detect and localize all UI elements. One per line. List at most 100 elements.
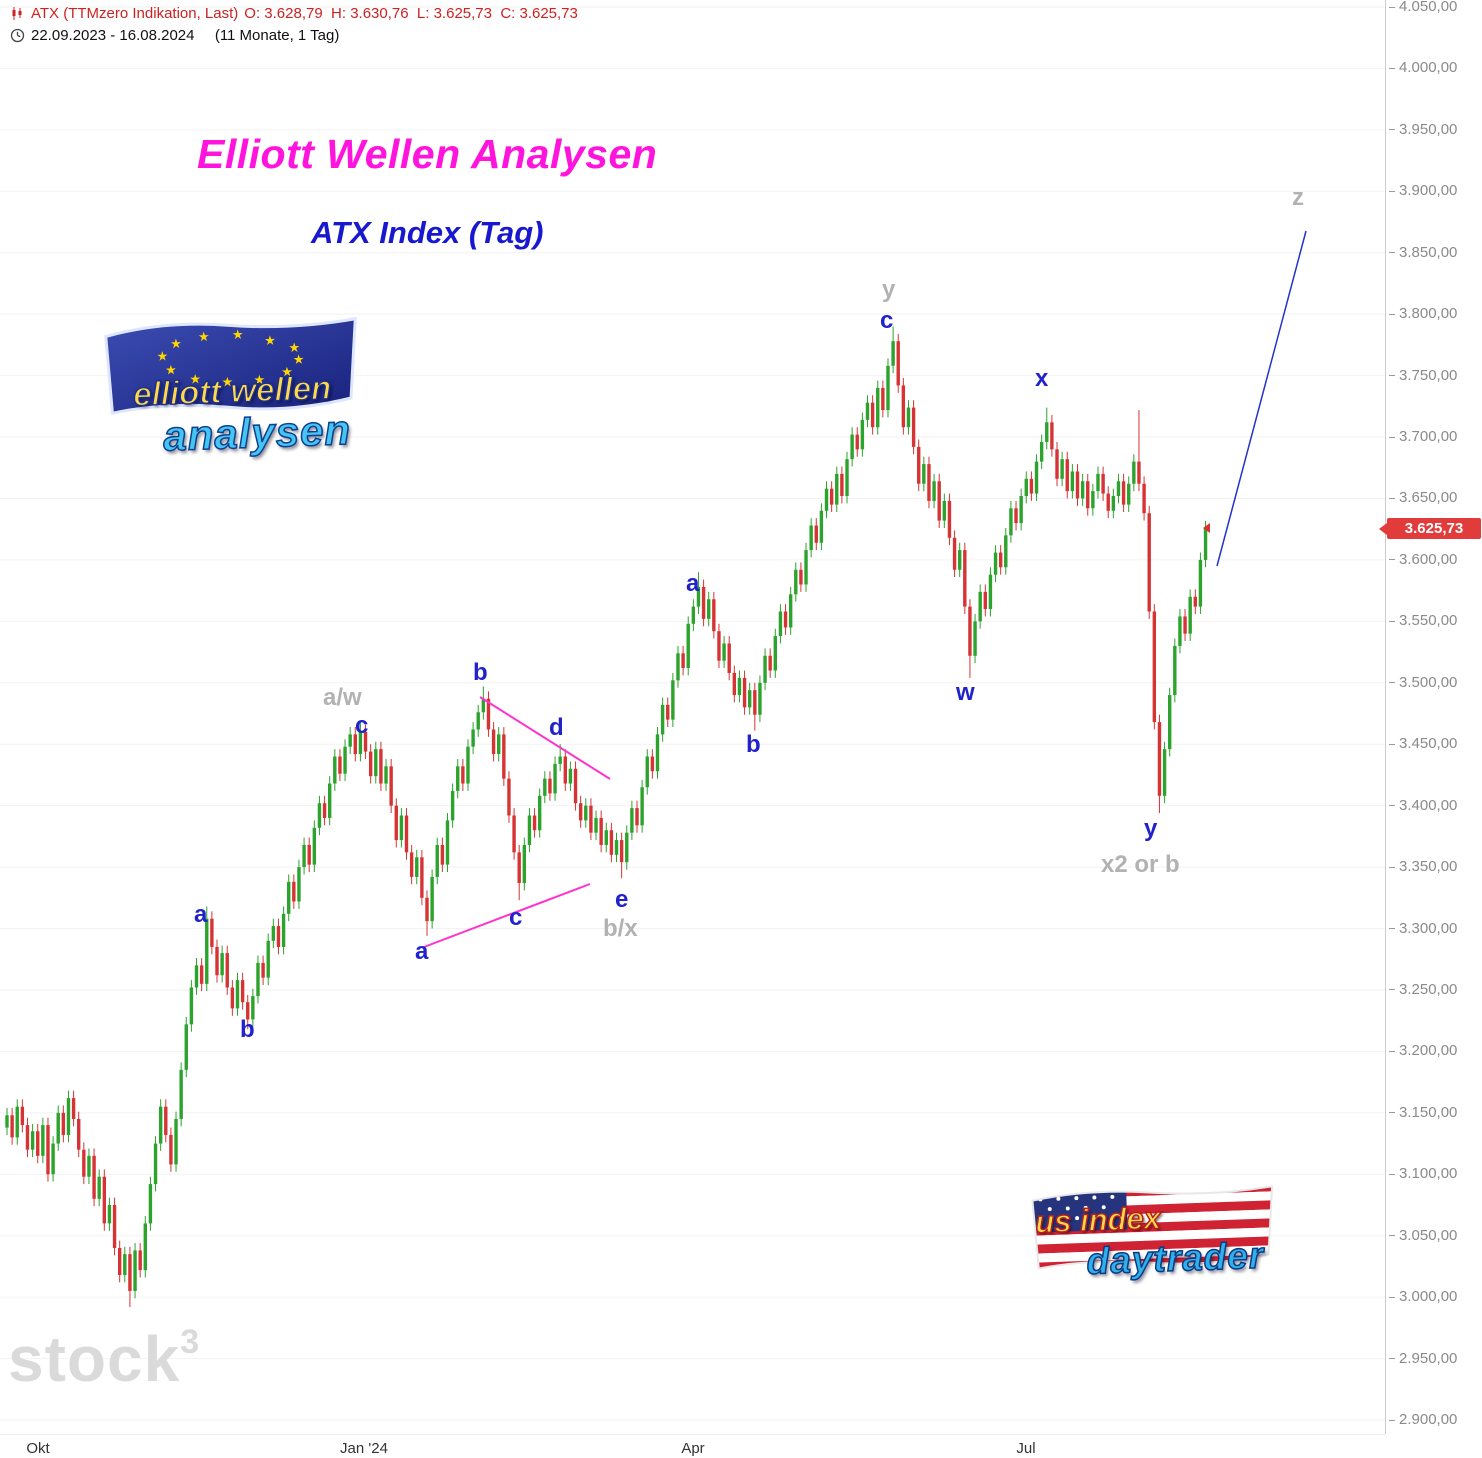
candle[interactable] [942, 493, 947, 528]
candle[interactable] [840, 466, 844, 504]
candle[interactable] [645, 749, 649, 795]
candle[interactable] [415, 849, 419, 885]
candle[interactable] [430, 869, 434, 929]
candle[interactable] [312, 820, 317, 873]
candle[interactable] [963, 542, 967, 614]
candle[interactable] [25, 1117, 30, 1158]
candle[interactable] [1045, 407, 1049, 450]
candle[interactable] [804, 542, 808, 592]
candle[interactable] [189, 980, 194, 1032]
candle[interactable] [384, 758, 388, 791]
candle[interactable] [507, 771, 511, 823]
candle[interactable] [732, 665, 737, 703]
candle[interactable] [461, 758, 465, 791]
candle[interactable] [425, 890, 429, 936]
candle[interactable] [1014, 500, 1018, 531]
candle[interactable] [563, 749, 567, 791]
candle[interactable] [466, 739, 470, 791]
triangle-line-upper[interactable] [479, 696, 611, 780]
candle[interactable] [594, 810, 598, 841]
candle[interactable] [1029, 471, 1034, 501]
candle[interactable] [117, 1240, 122, 1283]
candle[interactable] [824, 481, 829, 519]
candle[interactable] [758, 675, 762, 723]
candle[interactable] [435, 837, 439, 885]
candle[interactable] [92, 1148, 96, 1207]
candle[interactable] [174, 1111, 178, 1172]
candle[interactable] [1147, 505, 1151, 619]
candle[interactable] [584, 798, 588, 828]
candle[interactable] [1188, 589, 1192, 642]
candle[interactable] [276, 918, 281, 955]
candle[interactable] [46, 1117, 50, 1182]
candle[interactable] [358, 722, 363, 762]
candle[interactable] [322, 795, 327, 826]
candle[interactable] [164, 1099, 168, 1143]
candle[interactable] [753, 682, 757, 731]
candle[interactable] [153, 1136, 158, 1192]
candle[interactable] [1132, 454, 1136, 492]
candle[interactable] [747, 682, 752, 715]
candle[interactable] [886, 358, 890, 418]
candle[interactable] [128, 1246, 132, 1307]
candle[interactable] [1070, 464, 1075, 499]
candle[interactable] [1121, 473, 1126, 512]
candle[interactable] [589, 798, 593, 841]
candle[interactable] [614, 832, 619, 863]
candle[interactable] [835, 466, 839, 512]
candle[interactable] [876, 380, 880, 435]
candle[interactable] [1173, 638, 1177, 703]
candle[interactable] [1024, 471, 1028, 504]
candle[interactable] [138, 1243, 142, 1278]
candle[interactable] [20, 1099, 25, 1133]
candle[interactable] [1065, 451, 1069, 499]
candle[interactable] [911, 400, 916, 455]
candle[interactable] [112, 1197, 117, 1256]
candle[interactable] [51, 1136, 55, 1182]
candle[interactable] [809, 518, 813, 558]
candle[interactable] [1198, 552, 1203, 614]
candle[interactable] [906, 400, 911, 435]
candle[interactable] [368, 744, 373, 784]
candle[interactable] [220, 945, 224, 983]
candle[interactable] [246, 994, 250, 1030]
candle[interactable] [891, 326, 895, 374]
candle[interactable] [1157, 714, 1162, 814]
candle[interactable] [148, 1176, 153, 1231]
triangle-line-lower[interactable] [423, 883, 591, 948]
candle[interactable] [922, 456, 926, 492]
candle[interactable] [179, 1062, 183, 1127]
price-axis[interactable]: 4.050,00 4.000,00 3.950,00 3.900,00 3.850,00… [1385, 0, 1482, 1434]
candle[interactable] [235, 972, 240, 1016]
candle[interactable] [512, 808, 516, 860]
candle[interactable] [660, 697, 665, 742]
candle[interactable] [133, 1243, 137, 1299]
candle[interactable] [722, 636, 726, 669]
candle[interactable] [1091, 483, 1095, 516]
candle[interactable] [978, 584, 982, 629]
candle[interactable] [82, 1142, 86, 1185]
candle[interactable] [553, 756, 557, 801]
candle[interactable] [870, 395, 875, 435]
candle[interactable] [671, 672, 675, 728]
candle[interactable] [829, 481, 834, 512]
candle[interactable] [1101, 466, 1105, 501]
candle[interactable] [10, 1107, 14, 1145]
candle[interactable] [932, 473, 936, 509]
candle[interactable] [66, 1090, 71, 1143]
candle[interactable] [1167, 687, 1172, 757]
candle[interactable] [655, 727, 660, 779]
candle[interactable] [619, 832, 624, 879]
candle[interactable] [881, 380, 885, 418]
candle[interactable] [681, 645, 685, 676]
candle[interactable] [1116, 473, 1121, 504]
candle[interactable] [389, 758, 393, 814]
candle[interactable] [983, 584, 988, 617]
candle[interactable] [292, 874, 296, 909]
candle[interactable] [845, 451, 849, 504]
candle[interactable] [696, 572, 701, 614]
candle[interactable] [773, 628, 777, 678]
candle[interactable] [1106, 486, 1110, 519]
candle[interactable] [691, 599, 696, 632]
candle[interactable] [271, 918, 276, 949]
